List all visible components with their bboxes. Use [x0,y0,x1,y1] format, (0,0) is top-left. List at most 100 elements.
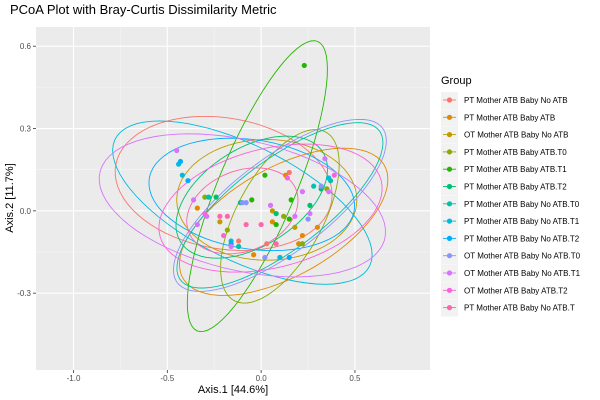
point-series-3 [269,208,275,214]
legend-label: PT Mother ATB Baby No ATB.T1 [464,217,580,226]
major-gridlines [36,27,430,370]
legend-key-point [446,97,453,103]
ellipse-series-13 [186,167,299,255]
point-series-2 [296,241,302,247]
legend-key-point [446,270,453,276]
legend-label: PT Mother ATB Baby No ATB [464,96,568,105]
confidence-ellipses [98,40,389,333]
ellipse-series-1 [114,115,333,251]
ellipse-series-8 [112,120,373,285]
legend-title: Group [441,75,472,87]
legend-label: PT Mother ATB Baby ATB.T0 [464,148,567,157]
point-series-8 [179,172,185,178]
point-series-5 [249,197,255,203]
ellipse-series-5 [186,40,328,333]
ellipse-series-2 [179,147,389,296]
point-series-4 [299,241,306,247]
point-series-5 [262,172,268,178]
point-series-1 [286,169,292,176]
x-axis-title: Axis.1 [44.6%] [198,384,268,396]
point-series-2 [251,252,257,258]
point-series-1 [236,238,242,244]
chart-title: PCoA Plot with Bray-Curtis Dissimilarity… [10,2,277,17]
point-series-6 [213,194,219,200]
point-series-7 [206,194,212,200]
point-series-11 [299,189,306,195]
point-series-10 [239,200,245,206]
ellipse-series-4 [220,129,340,304]
point-series-4 [202,194,208,200]
x-tick-label: -0.5 [160,374,174,383]
y-tick-label: 0.3 [20,125,32,134]
point-series-12 [221,232,227,239]
point-series-7 [311,183,317,189]
point-series-11 [326,189,332,195]
legend-key-point [446,183,453,190]
point-series-10 [243,200,249,206]
ellipse-series-7 [176,122,384,289]
point-series-9 [185,178,191,184]
x-tick-label: 0.5 [349,374,361,383]
point-series-3 [292,224,298,230]
point-series-10 [262,254,268,261]
point-series-7 [236,243,242,250]
point-series-5 [301,62,307,69]
legend-label: OT Mother ATB Baby No ATB.T1 [464,269,581,278]
ellipse-series-9 [148,137,356,252]
point-series-5 [286,216,292,222]
point-series-3 [217,219,223,225]
legend-key-point [446,166,453,172]
legend-label: PT Mother ATB Baby No ATB.T0 [464,200,580,209]
point-series-2 [299,232,306,239]
x-axis: -1.0 -0.5 0.0 0.5 [67,370,361,383]
point-series-6 [273,210,279,217]
point-series-13 [258,221,264,228]
point-series-11 [191,197,197,203]
point-series-11 [194,221,200,228]
legend-key-point [446,114,453,120]
legend-items: PT Mother ATB Baby No ATB PT Mother ATB B… [441,92,581,317]
legend-label: OT Mother ATB Baby No ATB.T0 [464,252,581,261]
legend-key-point [446,149,453,155]
point-series-11 [267,202,274,208]
point-series-1 [264,241,270,247]
point-series-5 [273,221,279,228]
ellipse-series-11 [98,133,386,278]
point-series-2 [269,219,275,225]
x-tick-label: -1.0 [67,374,81,383]
legend-label: PT Mother ATB Baby No ATB.T [464,304,575,313]
point-series-11 [307,210,313,217]
ellipse-series-12 [158,143,383,273]
y-tick-label: 0.0 [20,207,32,216]
point-series-13 [217,213,223,219]
point-series-12 [284,175,291,181]
x-tick-label: 0.0 [256,374,268,383]
legend-key-point [446,218,453,224]
point-series-6 [307,202,313,208]
legend-key-point [446,235,453,241]
point-series-4 [281,213,287,219]
legend-key-point [446,132,453,138]
point-series-8 [277,254,283,261]
legend-key-point [446,253,453,259]
plot-panel [36,27,430,370]
point-series-5 [288,197,294,203]
data-points [174,62,337,261]
ellipse-series-10 [173,118,387,292]
point-series-4 [224,227,230,233]
point-series-13 [224,213,230,219]
point-series-12 [331,172,337,178]
legend-key-point [446,305,453,311]
y-axis: -0.3 0.0 0.3 0.6 [17,42,36,298]
point-series-11 [228,243,234,250]
legend-key-point [446,201,453,207]
legend-label: PT Mother ATB Baby ATB [464,113,555,122]
point-series-2 [314,224,321,230]
y-tick-label: 0.6 [20,42,32,51]
legend-label: OT Mother ATB Baby ATB.T2 [464,286,568,295]
y-tick-label: -0.3 [17,289,31,298]
point-series-9 [286,254,292,261]
point-series-11 [292,213,298,219]
